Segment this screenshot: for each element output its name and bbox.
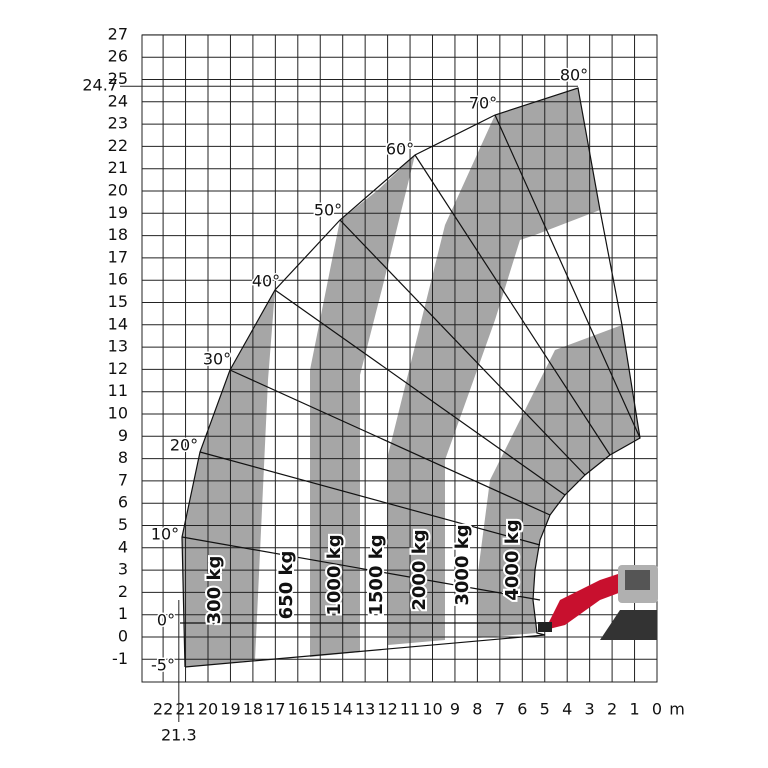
- angle-label: 10°: [151, 525, 179, 544]
- y-tick-label: 4: [118, 537, 128, 556]
- angle-label: 40°: [252, 272, 280, 291]
- y-tick-label: 13: [108, 337, 128, 356]
- x-tick-label: 8: [472, 700, 482, 719]
- radial: [181, 536, 541, 601]
- radial: [414, 154, 611, 456]
- angle-label: 50°: [314, 201, 342, 220]
- load-label: 300 kg: [204, 556, 225, 625]
- y-tick-label: 7: [118, 470, 128, 489]
- zone-2000: [388, 88, 600, 645]
- angle-label: 80°: [560, 66, 588, 85]
- y-tick-label: 12: [108, 359, 128, 378]
- x-tick-label: 20: [198, 700, 218, 719]
- x-tick-label: 3: [585, 700, 595, 719]
- y-tick-label: 27: [108, 24, 128, 43]
- x-tick-label: 16: [288, 700, 308, 719]
- angle-label: 20°: [170, 436, 198, 455]
- load-label: 3000 kg: [452, 524, 473, 605]
- radials: [180, 87, 641, 668]
- radial: [199, 451, 541, 546]
- angle-label: 30°: [203, 350, 231, 369]
- machine: [538, 565, 658, 640]
- x-tick-label: 14: [333, 700, 353, 719]
- y-tick-label: 11: [108, 381, 128, 400]
- max-reach-label: 21.3: [161, 726, 197, 745]
- y-tick-label: 3: [118, 560, 128, 579]
- x-tick-label: 15: [310, 700, 330, 719]
- max-height-label: 24.7: [82, 76, 118, 95]
- angle-label: -5°: [151, 656, 175, 675]
- x-tick-label: 5: [540, 700, 550, 719]
- boom: [545, 570, 640, 630]
- radial: [274, 289, 566, 496]
- grid: [142, 34, 658, 682]
- load-label: 4000 kg: [502, 519, 523, 600]
- angle-label: 60°: [386, 140, 414, 159]
- load-label: 1000 kg: [324, 534, 345, 615]
- x-tick-label: 17: [265, 700, 285, 719]
- y-tick-label: 22: [108, 136, 128, 155]
- angle-label: 70°: [469, 94, 497, 113]
- y-tick-label: 2: [118, 582, 128, 601]
- radial: [229, 369, 551, 516]
- x-unit: m: [669, 700, 685, 719]
- y-tick-label: 15: [108, 292, 128, 311]
- y-tick-label: 18: [108, 225, 128, 244]
- y-tick-label: 0: [118, 627, 128, 646]
- y-tick-label: 5: [118, 515, 128, 534]
- y-tick-label: 17: [108, 247, 128, 266]
- zones: [182, 88, 640, 667]
- x-tick-label: 13: [355, 700, 375, 719]
- radial: [494, 114, 641, 439]
- y-tick-label: 10: [108, 404, 128, 423]
- radial: [339, 219, 586, 476]
- y-tick-label: 20: [108, 181, 128, 200]
- y-tick-label: -1: [112, 649, 128, 668]
- y-tick-label: 6: [118, 493, 128, 512]
- load-label: 1500 kg: [366, 534, 387, 615]
- y-tick-label: 9: [118, 426, 128, 445]
- y-tick-label: 25: [108, 69, 128, 88]
- x-tick-label: 19: [220, 700, 240, 719]
- y-tick-label: 8: [118, 448, 128, 467]
- x-tick-label: 0: [652, 700, 662, 719]
- x-tick-label: 4: [562, 700, 572, 719]
- forks: [538, 622, 552, 632]
- x-tick-label: 2: [607, 700, 617, 719]
- chassis: [600, 610, 657, 640]
- cab-window: [625, 570, 650, 590]
- load-label: 650 kg: [276, 551, 297, 620]
- y-tick-label: 21: [108, 158, 128, 177]
- zone-300: [182, 290, 275, 667]
- x-tick-label: 10: [422, 700, 442, 719]
- x-tick-label: 1: [629, 700, 639, 719]
- x-tick-label: 22: [153, 700, 173, 719]
- y-tick-label: 24: [108, 91, 128, 110]
- zone-4000: [477, 325, 640, 638]
- y-tick-label: 14: [108, 314, 128, 333]
- x-tick-label: 18: [243, 700, 263, 719]
- grid-border: [141, 34, 658, 683]
- x-tick-label: 7: [495, 700, 505, 719]
- y-tick-label: 23: [108, 114, 128, 133]
- angle-label: 0°: [157, 611, 175, 630]
- load-label: 2000 kg: [409, 529, 430, 610]
- y-tick-label: 26: [108, 47, 128, 66]
- envelope: [181, 87, 641, 668]
- y-tick-label: 1: [118, 604, 128, 623]
- x-tick-label: 9: [450, 700, 460, 719]
- x-tick-label: 6: [517, 700, 527, 719]
- y-tick-label: 16: [108, 270, 128, 289]
- x-tick-label: 12: [377, 700, 397, 719]
- y-tick-label: 19: [108, 203, 128, 222]
- x-tick-label: 11: [400, 700, 420, 719]
- x-tick-label: 21: [175, 700, 195, 719]
